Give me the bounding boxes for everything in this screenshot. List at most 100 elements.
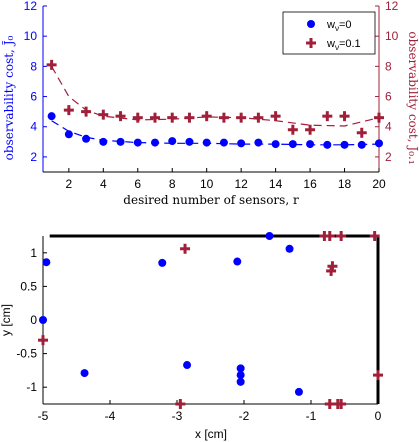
top-y-tick-label-right: 10	[385, 29, 399, 43]
bottom-point-wnu01	[180, 243, 191, 254]
top-point-wnu0	[202, 138, 211, 147]
bottom-point-wnu0	[285, 244, 294, 253]
top-point-wnu0	[323, 140, 332, 149]
bottom-x-tick-label: -5	[38, 409, 49, 423]
bottom-x-tick-label: 0	[375, 409, 382, 423]
top-y-tick-label-left: 8	[30, 59, 37, 73]
top-y-tick-label-right: 12	[385, 0, 399, 13]
top-point-wnu01	[270, 111, 281, 122]
bottom-point-wnu0	[158, 258, 167, 267]
bottom-point-wnu0	[236, 377, 245, 386]
legend-label-wnu0: wν=0	[326, 19, 352, 33]
bottom-y-tick-label: -1	[26, 380, 37, 394]
bottom-point-wnu0	[294, 387, 303, 396]
bottom-y-tick-label: 0.5	[20, 279, 37, 293]
bottom-point-wnu0	[39, 316, 47, 324]
top-y-tick-label-right: 6	[385, 90, 392, 104]
top-point-wnu0	[116, 137, 125, 146]
top-point-wnu01	[46, 59, 57, 70]
bottom-y-tick-label: -0.5	[16, 347, 37, 361]
bottom-point-wnu0	[233, 257, 242, 266]
top-point-wnu0	[357, 140, 366, 149]
top-point-wnu0	[64, 130, 73, 139]
top-point-wnu0	[219, 138, 228, 147]
legend-marker-plus	[306, 38, 316, 48]
top-point-wnu01	[287, 124, 298, 135]
bottom-point-wnu01	[373, 370, 383, 381]
top-point-wnu01	[236, 112, 247, 123]
top-point-wnu0	[133, 138, 142, 147]
bottom-point-wnu0	[265, 232, 274, 240]
bottom-point-wnu0	[80, 369, 89, 378]
top-point-wnu0	[306, 140, 315, 149]
top-x-tick-label: 8	[169, 177, 176, 191]
bottom-point-wnu0	[236, 364, 245, 373]
top-x-tick-label: 10	[200, 177, 214, 191]
top-y-tick-label-right: 4	[385, 120, 392, 134]
top-point-wnu0	[99, 137, 108, 146]
top-y-tick-label-left: 6	[30, 90, 37, 104]
top-point-wnu01	[253, 112, 264, 123]
top-point-wnu0	[254, 138, 263, 147]
bottom-x-tick-label: -1	[306, 409, 317, 423]
top-x-tick-label: 14	[269, 177, 283, 191]
bottom-point-wnu01	[326, 265, 337, 276]
bottom-y-axis-label: y [cm]	[0, 304, 13, 336]
top-point-wnu0	[271, 140, 280, 149]
legend-label-wnu01: wν=0.1	[326, 38, 361, 52]
top-point-wnu0	[151, 138, 159, 147]
top-y-tick-label-left: 10	[24, 29, 38, 43]
top-point-wnu01	[98, 109, 109, 120]
bottom-x-tick-label: -3	[172, 409, 183, 423]
top-point-wnu01	[81, 106, 92, 117]
top-y-tick-label-left: 2	[30, 150, 37, 164]
top-point-wnu01	[115, 111, 126, 122]
top-point-wnu01	[63, 105, 74, 116]
bottom-chart: -5 -4 -3 -2 -1 0 -1 -0.5 0 0.5 1 x [cm] y [cm]	[0, 231, 383, 441]
top-x-tick-label: 18	[338, 177, 352, 191]
bottom-point-wnu0	[236, 371, 245, 380]
top-x-tick-label: 2	[66, 177, 73, 191]
top-point-wnu01	[339, 111, 350, 122]
top-y-axis-label-left: observability cost, J̃₀	[1, 36, 16, 161]
bottom-point-wnu0	[42, 258, 51, 267]
top-point-wnu01	[184, 112, 195, 123]
bottom-point-wnu01	[336, 231, 347, 241]
top-point-wnu0	[288, 140, 297, 149]
top-point-wnu01	[305, 124, 316, 135]
bottom-y-tick-label: 0	[30, 313, 37, 327]
bottom-point-wnu0	[183, 361, 192, 370]
top-chart: 2 4 6 8 10 12 14 16 18 20 2 4 6 8 10 12 2 4 6 8 10 12 desired…	[1, 0, 419, 207]
top-x-tick-label: 12	[234, 177, 248, 191]
top-point-wnu0	[47, 112, 56, 121]
top-y-tick-label-left: 12	[24, 0, 38, 13]
top-point-wnu0	[185, 137, 194, 146]
top-point-wnu01	[356, 127, 367, 138]
top-y-tick-label-right: 2	[385, 150, 392, 164]
top-point-wnu0	[375, 139, 383, 148]
top-point-wnu0	[82, 134, 91, 143]
bottom-point-wnu01	[324, 231, 335, 241]
top-point-wnu01	[201, 111, 212, 122]
top-point-wnu0	[168, 137, 177, 146]
top-y-tick-label-right: 8	[385, 59, 392, 73]
top-x-tick-label: 16	[303, 177, 317, 191]
top-point-wnu01	[132, 112, 143, 123]
bottom-point-wnu01	[38, 335, 48, 346]
bottom-x-tick-label: -4	[105, 409, 116, 423]
bottom-point-wnu01	[336, 399, 347, 409]
top-point-wnu01	[322, 111, 333, 122]
top-x-axis-label: desired number of sensors, r	[123, 193, 299, 207]
legend: wν=0 wν=0.1	[282, 11, 376, 55]
top-point-wnu0	[340, 140, 349, 149]
top-point-wnu0	[237, 139, 246, 148]
top-x-tick-label: 6	[134, 177, 141, 191]
bottom-x-axis-label: x [cm]	[195, 427, 227, 441]
legend-box	[282, 11, 376, 55]
bottom-x-tick-label: -2	[239, 409, 250, 423]
top-point-wnu01	[218, 112, 229, 123]
top-x-tick-label: 20	[372, 177, 386, 191]
top-y-axis-label-right: observability cost, J̃₀.₁	[406, 31, 419, 164]
top-y-tick-label-left: 4	[30, 120, 37, 134]
